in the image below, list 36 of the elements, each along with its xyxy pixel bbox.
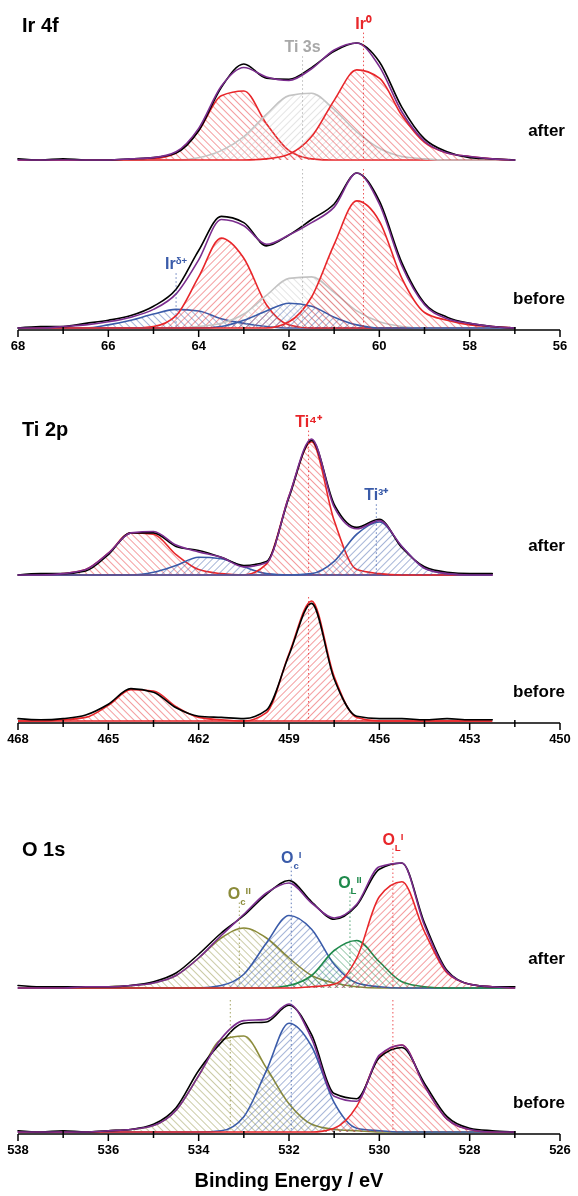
annotation: after — [528, 121, 566, 140]
x-tick-label: 60 — [372, 338, 387, 353]
x-tick-label: 526 — [549, 1142, 571, 1157]
annotation: before — [513, 289, 565, 308]
annotation: before — [513, 682, 565, 701]
chart-title: Ir 4f — [22, 14, 60, 36]
x-axis-title: Binding Energy / eV — [194, 1169, 385, 1191]
x-tick-label: 68 — [10, 338, 26, 353]
x-tick-label: 453 — [458, 731, 481, 746]
x-tick-label: 468 — [7, 731, 29, 746]
x-tick-label: 462 — [187, 731, 210, 746]
x-tick-label: 56 — [552, 338, 568, 353]
x-tick-label: 64 — [191, 338, 207, 353]
ref-line-label: Ti⁴⁺ — [295, 412, 323, 430]
x-tick-label: 534 — [187, 1142, 211, 1157]
x-tick-label: 530 — [368, 1142, 391, 1157]
x-tick-label: 456 — [368, 731, 391, 746]
x-tick-label: 532 — [278, 1142, 300, 1157]
ref-line-label: Ti 3s — [284, 38, 321, 56]
x-tick-label: 465 — [97, 731, 120, 746]
x-tick-label: 528 — [458, 1142, 481, 1157]
ref-line-label: Ti³⁺ — [364, 486, 390, 504]
annotation: after — [528, 536, 566, 555]
x-tick-label: 66 — [101, 338, 116, 353]
ref-line-label: Ir$^{δ+}$ — [165, 254, 188, 273]
annotation: after — [528, 949, 566, 968]
x-tick-label: 450 — [549, 731, 571, 746]
x-tick-label: 58 — [462, 338, 477, 353]
chart-title: Ti 2p — [22, 418, 69, 440]
x-tick-label: 62 — [281, 338, 297, 353]
x-tick-label: 538 — [7, 1142, 29, 1157]
x-tick-label: 459 — [278, 731, 300, 746]
ref-line-label: Ir⁰ — [355, 14, 372, 32]
annotation: before — [513, 1093, 565, 1112]
x-tick-label: 536 — [97, 1142, 120, 1157]
chart-title: O 1s — [22, 838, 66, 860]
